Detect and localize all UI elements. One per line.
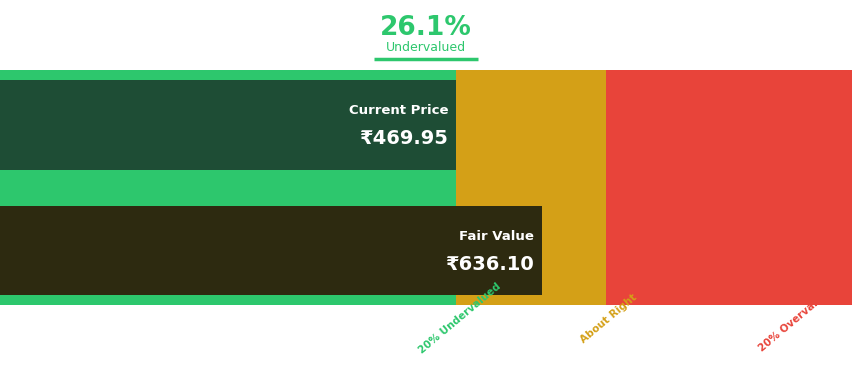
Text: Current Price: Current Price bbox=[348, 104, 448, 117]
Text: 20% Undervalued: 20% Undervalued bbox=[416, 282, 502, 356]
Text: 20% Overvalued: 20% Overvalued bbox=[756, 284, 836, 353]
Bar bbox=[456, 70, 605, 305]
Text: Fair Value: Fair Value bbox=[458, 230, 533, 243]
Text: ₹469.95: ₹469.95 bbox=[359, 129, 448, 148]
Bar bbox=[0, 195, 456, 206]
Bar bbox=[0, 169, 456, 179]
Text: About Right: About Right bbox=[578, 293, 638, 345]
Bar bbox=[0, 70, 456, 80]
Bar bbox=[0, 70, 456, 305]
Bar bbox=[0, 295, 456, 305]
Bar bbox=[0, 80, 456, 169]
Text: 26.1%: 26.1% bbox=[380, 15, 471, 41]
Bar bbox=[0, 206, 541, 295]
Text: Undervalued: Undervalued bbox=[385, 41, 465, 54]
Bar bbox=[605, 70, 852, 305]
Text: ₹636.10: ₹636.10 bbox=[445, 255, 533, 274]
